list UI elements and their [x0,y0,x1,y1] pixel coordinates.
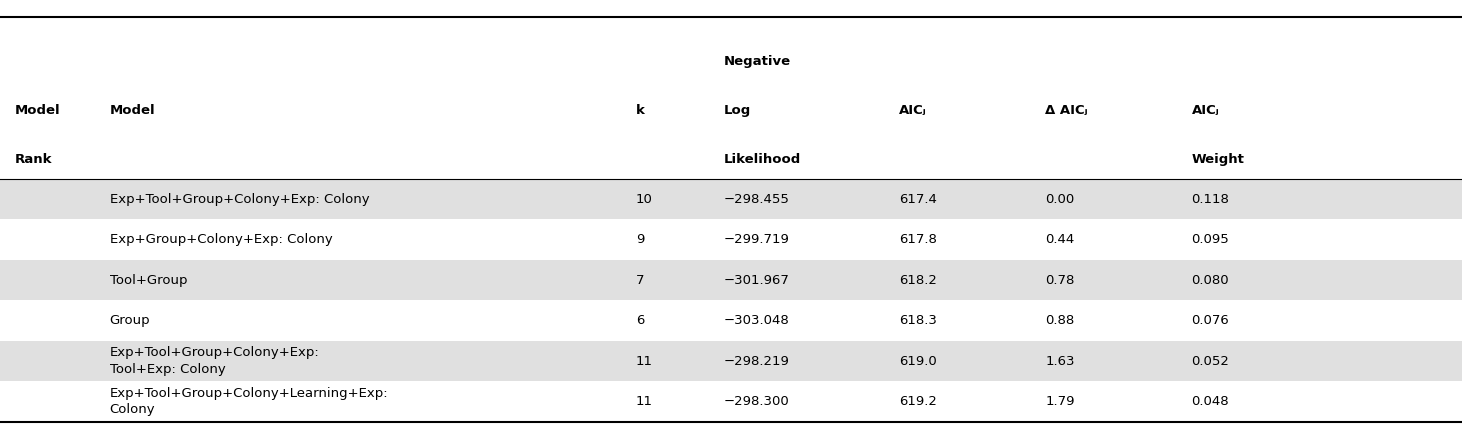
Bar [0,341,1462,381]
Text: Δ AICⱼ: Δ AICⱼ [1045,104,1088,117]
Text: Exp+Tool+Group+Colony+Exp: Colony: Exp+Tool+Group+Colony+Exp: Colony [110,193,370,206]
Text: Rank: Rank [15,153,53,166]
Text: 6: 6 [636,314,645,327]
Text: 0.076: 0.076 [1192,314,1230,327]
Text: 9: 9 [636,233,645,246]
Bar [0,179,1462,219]
Text: −298.455: −298.455 [724,193,789,206]
Text: 0.78: 0.78 [1045,273,1075,287]
Text: −298.300: −298.300 [724,395,789,408]
Text: 11: 11 [636,395,654,408]
Text: AICⱼ: AICⱼ [899,104,927,117]
Text: 0.048: 0.048 [1192,395,1230,408]
Text: Exp+Tool+Group+Colony+Exp:: Exp+Tool+Group+Colony+Exp: [110,346,319,360]
Text: 1.79: 1.79 [1045,395,1075,408]
Text: Tool+Group: Tool+Group [110,273,187,287]
Text: −299.719: −299.719 [724,233,789,246]
Text: −298.219: −298.219 [724,354,789,368]
Text: Model: Model [15,104,60,117]
Text: k: k [636,104,645,117]
Text: Tool+Exp: Colony: Tool+Exp: Colony [110,363,225,376]
Text: 0.080: 0.080 [1192,273,1230,287]
Text: Weight: Weight [1192,153,1244,166]
Text: 617.8: 617.8 [899,233,937,246]
Text: −303.048: −303.048 [724,314,789,327]
Text: 0.88: 0.88 [1045,314,1075,327]
Text: 0.00: 0.00 [1045,193,1075,206]
Text: Likelihood: Likelihood [724,153,801,166]
Text: 617.4: 617.4 [899,193,937,206]
Text: 618.2: 618.2 [899,273,937,287]
Text: Exp+Tool+Group+Colony+Learning+Exp:: Exp+Tool+Group+Colony+Learning+Exp: [110,387,389,400]
Text: 0.44: 0.44 [1045,233,1075,246]
Text: 619.2: 619.2 [899,395,937,408]
Text: 10: 10 [636,193,654,206]
Text: Colony: Colony [110,403,155,416]
Text: 619.0: 619.0 [899,354,937,368]
Text: 0.095: 0.095 [1192,233,1230,246]
Text: 0.118: 0.118 [1192,193,1230,206]
Text: Group: Group [110,314,151,327]
Text: Model: Model [110,104,155,117]
Text: 11: 11 [636,354,654,368]
Text: 1.63: 1.63 [1045,354,1075,368]
Bar [0,260,1462,300]
Text: Exp+Group+Colony+Exp: Colony: Exp+Group+Colony+Exp: Colony [110,233,332,246]
Text: 0.052: 0.052 [1192,354,1230,368]
Text: Log: Log [724,104,751,117]
Text: Negative: Negative [724,55,791,68]
Text: AICⱼ: AICⱼ [1192,104,1219,117]
Text: 618.3: 618.3 [899,314,937,327]
Text: 7: 7 [636,273,645,287]
Text: −301.967: −301.967 [724,273,789,287]
